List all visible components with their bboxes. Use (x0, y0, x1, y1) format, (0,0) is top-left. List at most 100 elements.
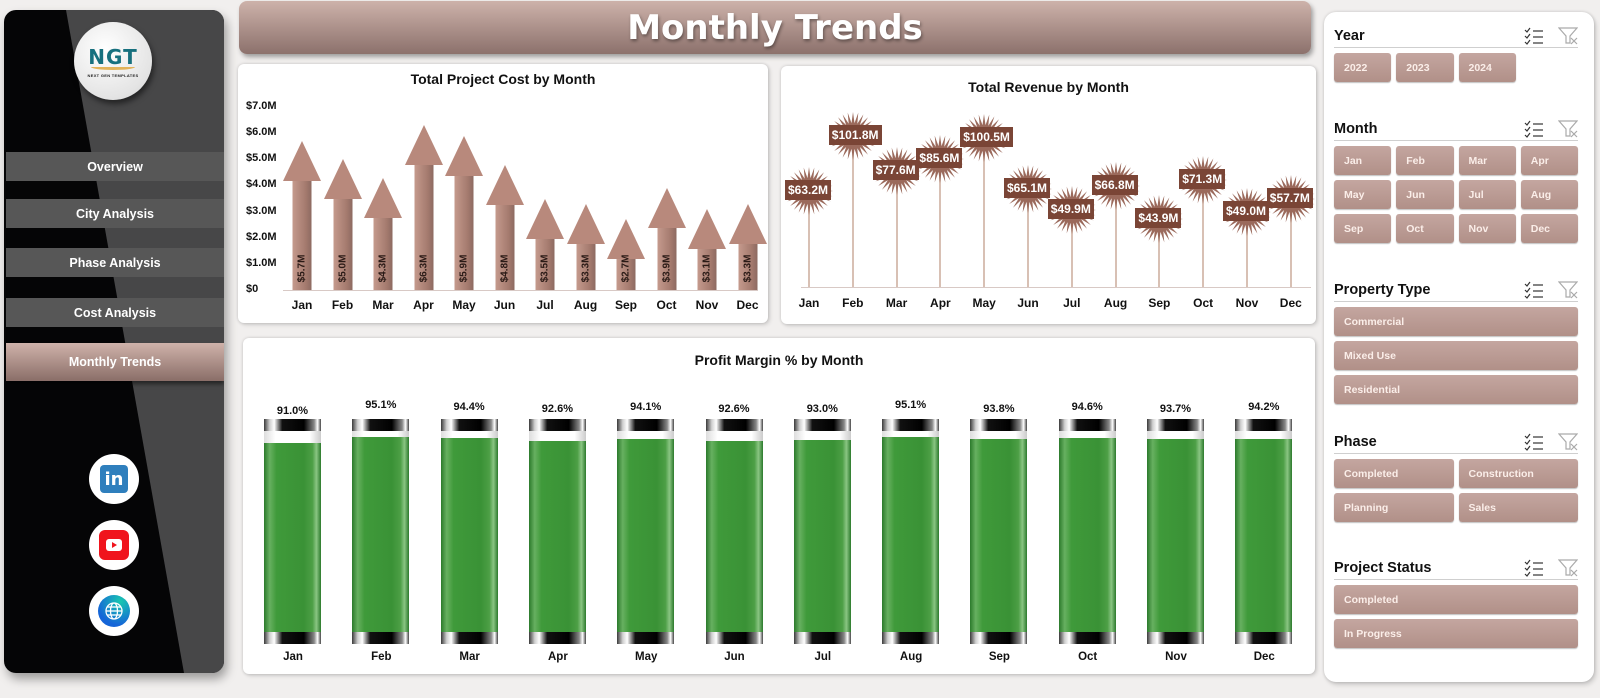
clear-filter-icon[interactable] (1558, 558, 1578, 577)
slicer-header: Month (1334, 117, 1578, 141)
bar-fill (970, 439, 1028, 632)
nav-monthly-trends[interactable]: Monthly Trends (6, 343, 224, 381)
sidebar-slant-decoration (66, 10, 224, 673)
clear-filter-icon[interactable] (1558, 119, 1578, 138)
data-label: 93.0% (806, 403, 838, 415)
slicer-option[interactable]: Completed (1334, 585, 1578, 614)
slicer-option[interactable]: 2024 (1458, 53, 1516, 82)
sidebar: NGT NEXT GEN TEMPLATES Overview City Ana… (4, 10, 224, 673)
profit-bar: 94.6% (1058, 338, 1116, 674)
slicer-option[interactable]: Jul (1458, 180, 1516, 209)
slicer-option[interactable]: 2023 (1396, 53, 1454, 82)
x-axis-tick: Feb (331, 298, 354, 312)
arrow-head-icon (647, 188, 686, 229)
chart-profit-margin: Profit Margin % by Month 91.0% Jan 95.1% Fe… (243, 338, 1315, 674)
slicer-option[interactable]: Mar (1458, 146, 1516, 175)
nav-overview[interactable]: Overview (6, 152, 224, 181)
revenue-stem (895, 170, 898, 287)
slicer-option[interactable]: Dec (1520, 214, 1578, 243)
slicer-project-status: Project Status Completed In Progress (1334, 556, 1578, 648)
clear-filter-icon[interactable] (1558, 432, 1578, 451)
cost-bar: $3.9M (647, 188, 686, 290)
slicer-option[interactable]: In Progress (1334, 619, 1578, 648)
slicer-icons (1524, 26, 1578, 45)
revenue-stem (939, 159, 942, 287)
arrow-head-icon (688, 208, 726, 249)
slicer-option[interactable]: Jan (1334, 146, 1392, 175)
cost-bar: $3.3M (566, 203, 605, 290)
slicer-option[interactable]: Commercial (1334, 307, 1578, 336)
data-label: $85.6M (916, 148, 963, 169)
bar-bottom-cap (440, 632, 498, 644)
data-label: $3.5M (539, 254, 551, 283)
bar-top-cap (352, 419, 410, 431)
slicer-option[interactable]: May (1334, 180, 1392, 209)
slicer-option[interactable]: Residential (1334, 375, 1578, 404)
clear-filter-icon[interactable] (1558, 280, 1578, 299)
x-axis-tick: May (972, 296, 996, 310)
nav-cost-analysis[interactable]: Cost Analysis (6, 298, 224, 327)
multi-select-icon[interactable] (1524, 559, 1544, 577)
x-axis-tick: Apr (413, 298, 434, 312)
chart-title: Total Revenue by Month (968, 79, 1129, 95)
youtube-button[interactable] (89, 520, 139, 570)
data-label: $63.2M (785, 180, 832, 201)
y-axis-tick: $4.0M (246, 178, 277, 191)
arrow-head-icon (728, 203, 767, 244)
bar-bottom-cap (970, 632, 1028, 644)
profit-bar: 94.2% (1235, 338, 1293, 674)
x-axis-tick: Dec (1279, 296, 1302, 310)
data-label: 95.1% (365, 399, 397, 411)
slicer-option[interactable]: Aug (1520, 180, 1578, 209)
bar-bottom-cap (1058, 632, 1116, 644)
slicer-option[interactable]: Apr (1520, 146, 1578, 175)
slicer-option[interactable]: Feb (1396, 146, 1454, 175)
cost-bar: $2.7M (607, 219, 645, 290)
multi-select-icon[interactable] (1524, 281, 1544, 299)
slicer-option[interactable]: Planning (1334, 493, 1454, 522)
slicer-options: Commercial Mixed Use Residential (1334, 307, 1578, 404)
y-axis-tick: $7.0M (246, 100, 277, 112)
data-label: 93.8% (983, 403, 1015, 415)
data-label: $66.8M (1091, 175, 1138, 196)
linkedin-icon: in (100, 465, 128, 493)
slicer-header: Phase (1334, 430, 1578, 454)
profit-bar: 93.8% (970, 338, 1028, 674)
slicer-option[interactable]: Mixed Use (1334, 341, 1578, 370)
multi-select-icon[interactable] (1524, 120, 1544, 138)
slicer-option[interactable]: Sales (1458, 493, 1578, 522)
slicer-year: Year 2022 2023 2024 (1334, 24, 1578, 82)
slicer-option[interactable]: Completed (1334, 459, 1454, 488)
data-label: 94.6% (1071, 401, 1103, 413)
slicer-option[interactable]: 2022 (1334, 53, 1392, 82)
bar-bottom-cap (793, 632, 851, 644)
slicer-option[interactable]: Sep (1334, 214, 1392, 243)
website-button[interactable] (89, 586, 139, 636)
slicer-option[interactable]: Jun (1396, 180, 1454, 209)
slicer-option[interactable]: Nov (1458, 214, 1516, 243)
x-axis-tick: May (452, 298, 476, 312)
bar-empty-portion (264, 431, 321, 443)
bar-fill (705, 440, 763, 632)
multi-select-icon[interactable] (1524, 433, 1544, 451)
nav-phase-analysis[interactable]: Phase Analysis (6, 248, 224, 277)
nav-city-analysis[interactable]: City Analysis (6, 199, 224, 228)
slicer-option[interactable]: Construction (1458, 459, 1578, 488)
profit-bar: 92.6% (528, 338, 586, 674)
chart-title: Profit Margin % by Month (694, 352, 864, 368)
cost-bar: $4.8M (485, 164, 524, 290)
bar-fill (1147, 439, 1204, 632)
bar-fill (528, 440, 586, 632)
slicer-option[interactable]: Oct (1396, 214, 1454, 243)
clear-filter-icon[interactable] (1558, 26, 1578, 45)
multi-select-icon[interactable] (1524, 27, 1544, 45)
slicer-title: Property Type (1334, 281, 1431, 298)
bar-empty-portion (970, 431, 1028, 440)
bar-empty-portion (882, 431, 940, 438)
linkedin-button[interactable]: in (89, 454, 139, 504)
x-axis-tick: Mar (459, 651, 480, 663)
slicer-options: Completed Construction Planning Sales (1334, 459, 1578, 522)
data-label: $3.3M (742, 254, 753, 283)
bar-top-cap (264, 419, 321, 431)
data-label: $100.5M (960, 126, 1013, 147)
